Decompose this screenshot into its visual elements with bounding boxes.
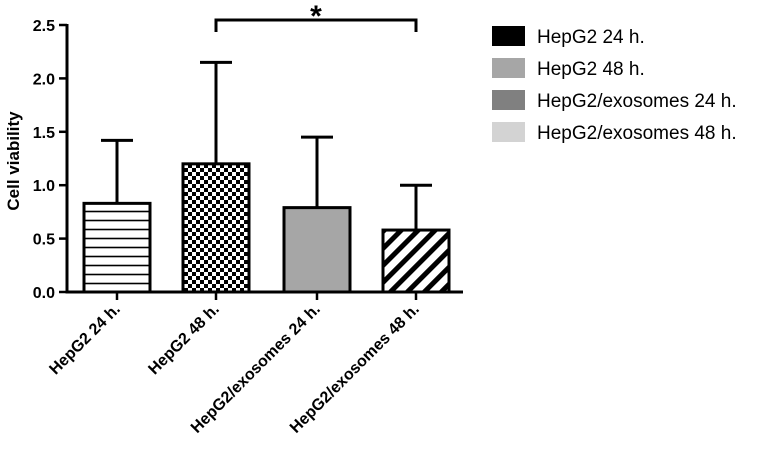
significance-bracket: *	[214, 0, 418, 33]
y-tick-label: 2.5	[33, 18, 55, 35]
y-tick-label: 1.0	[33, 178, 55, 195]
legend: HepG2 24 h. HepG2 48 h. HepG2/exosomes 24 …	[492, 26, 737, 144]
bar	[181, 162, 251, 294]
legend-label: HepG2 24 h.	[537, 27, 645, 48]
y-tick-label: 2.0	[33, 71, 55, 88]
bar	[82, 201, 152, 294]
bar	[282, 206, 352, 294]
legend-swatch	[492, 58, 525, 78]
y-axis: 0.0 0.5 1.0 1.5 2.0 2.5	[33, 18, 69, 302]
y-tick-label: 0.0	[33, 285, 55, 302]
x-category-label: HepG2 24 h.	[46, 301, 123, 378]
y-axis-label: Cell viability	[4, 111, 23, 211]
significance-line	[214, 18, 418, 32]
legend-label: HepG2/exosomes 24 h.	[537, 91, 737, 112]
x-category-label: HepG2 48 h.	[145, 301, 222, 378]
significance-star: *	[310, 0, 322, 33]
bars	[65, 60, 463, 300]
y-tick-label: 0.5	[33, 232, 55, 249]
x-axis-category-labels: HepG2 24 h. HepG2 48 h.HepG2/exosomes 24 …	[46, 301, 422, 437]
legend-swatch	[492, 90, 525, 110]
legend-swatch	[492, 122, 525, 142]
legend-swatch	[492, 26, 525, 46]
bar	[381, 228, 451, 294]
legend-label: HepG2 48 h.	[537, 59, 645, 80]
legend-label: HepG2/exosomes 48 h.	[537, 123, 737, 144]
y-tick-label: 1.5	[33, 125, 55, 142]
